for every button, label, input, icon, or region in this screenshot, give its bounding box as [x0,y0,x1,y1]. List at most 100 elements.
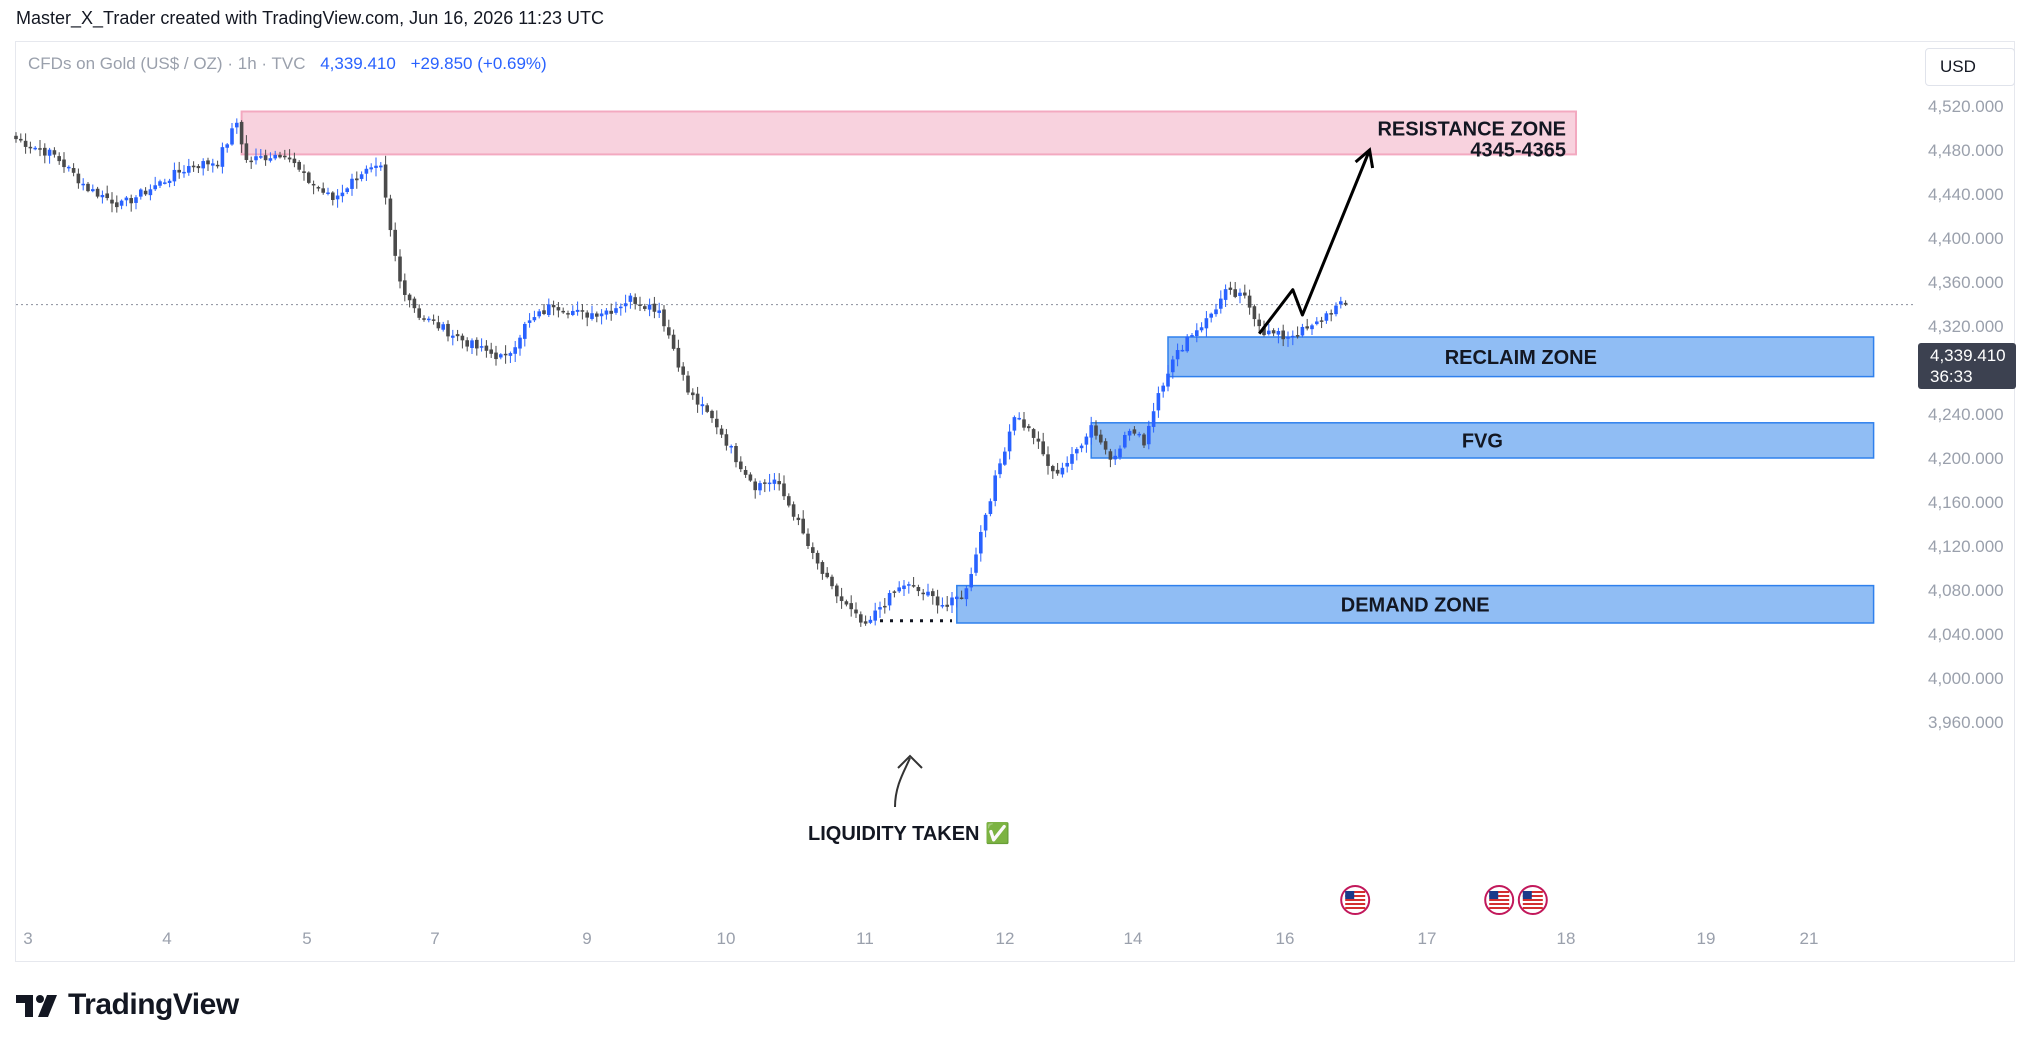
reclaim-zone-label: RECLAIM ZONE [1445,347,1597,369]
candle-body [566,313,570,315]
candle-body [729,445,733,448]
chart-pane[interactable] [15,41,2015,962]
economic-event-flag-icon[interactable] [1340,885,1371,915]
candle-body [297,161,301,170]
candle-body [393,229,397,256]
economic-event-flag-icon[interactable] [1517,885,1548,915]
bar-countdown: 36:33 [1930,367,1973,386]
candle-body [1315,321,1319,325]
candle-body [686,375,690,393]
candle-body [998,463,1002,475]
candle-body [403,280,407,295]
tradingview-logo-icon [16,995,57,1017]
candle-body [1219,298,1223,309]
candle-body [455,334,460,337]
candle-body [163,182,167,184]
candle-body [105,193,109,199]
candle-body [1103,441,1108,450]
candle-body [33,147,37,150]
candle-body [1329,313,1333,315]
candle-body [254,156,258,161]
resistance-zone [240,110,1578,156]
y-tick-label: 4,480.000 [1928,141,2004,160]
candle-body [604,310,609,315]
candle-body [513,347,517,354]
candle-body [667,327,671,336]
candle-body [379,165,383,168]
candle-body [167,180,172,183]
candle-body [945,604,949,607]
candle-body [153,185,157,190]
projection-arrow-head [1354,147,1375,169]
candle-body [235,122,239,128]
candle-body [1108,451,1113,460]
candle-body [124,197,129,201]
candle-body [139,189,143,197]
candle-body [719,428,724,435]
candle-body [1190,335,1194,337]
candle-body [57,156,61,162]
candle-body [417,308,421,318]
candle-body [1281,330,1285,340]
candle-body [187,166,191,173]
candle-body [62,159,66,168]
candle-body [1094,425,1098,436]
candle-body [878,607,882,610]
candle-body [575,309,580,312]
candle-body [897,587,901,592]
candle-body [1075,449,1079,454]
candle-body [95,188,100,197]
currency-button[interactable]: USD [1925,48,2015,86]
candle-body [23,140,28,147]
candle-body [1142,434,1146,446]
candle-body [710,410,714,419]
candlestick-chart[interactable]: 4,520.000 4,480.000 4,440.000 4,400.000 4,36… [0,0,2030,980]
candle-body [28,146,33,149]
resistance-zone-range: 4345-4365 [1470,140,1566,162]
candle-body [955,596,959,600]
tradingview-logo[interactable]: TradingView [16,988,239,1022]
candle-body [849,603,853,610]
economic-event-flag-icon[interactable] [1484,885,1515,915]
candle-body [1252,306,1257,320]
candle-body [407,294,412,301]
candle-body [1319,320,1324,322]
candle-body [868,619,873,623]
y-tick-label: 4,520.000 [1928,97,2004,116]
symbol-legend: CFDs on Gold (US$ / OZ) · 1h · TVC 4,339… [28,54,547,73]
candle-body [292,158,297,164]
candle-body [1113,455,1117,460]
candle-body [1228,287,1233,290]
y-tick-label: 4,440.000 [1928,185,2004,204]
candle-body [830,576,834,587]
fvg-zone [1090,422,1875,459]
candle-body [825,572,829,578]
y-tick-label: 4,320.000 [1928,317,2004,336]
candle-body [273,154,277,159]
candle-body [196,166,201,169]
candle-body [724,434,729,446]
liquidity-arrow [894,757,911,808]
candle-body [883,605,887,608]
candle-body [662,309,666,327]
candle-body [1007,431,1012,452]
candle-body [676,347,681,368]
candle-body [1079,445,1084,449]
candle-body [1267,330,1271,335]
y-tick-label: 4,240.000 [1928,405,2004,424]
candle-body [1310,325,1314,330]
candle-body [1123,434,1127,448]
candle-body [431,319,436,321]
candle-body [806,533,810,547]
candle-body [1156,393,1161,411]
candle-body [1209,313,1213,318]
candle-body [873,610,877,621]
candle-body [47,149,52,156]
candle-body [494,352,498,360]
candle-body [287,157,292,160]
x-tick-label: 5 [302,929,311,948]
candle-body [311,183,316,186]
candle-body [1027,426,1031,429]
candle-body [911,585,916,587]
candle-body [758,483,762,491]
